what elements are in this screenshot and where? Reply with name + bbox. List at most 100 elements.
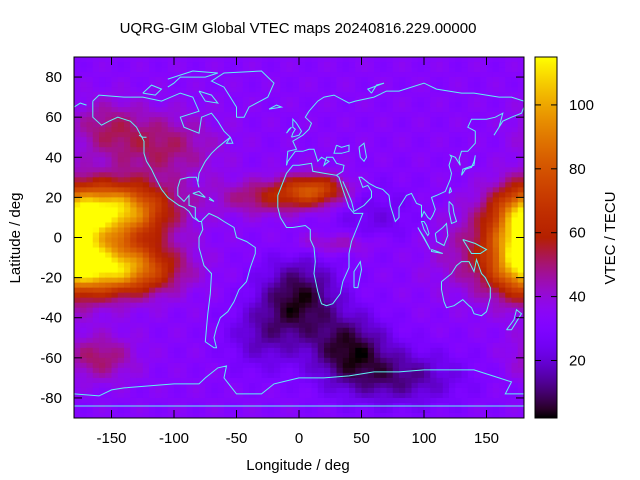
heatmap-cell <box>205 122 213 128</box>
heatmap-cell <box>324 92 331 98</box>
heatmap-cell <box>199 107 206 113</box>
heatmap-cell <box>292 202 300 209</box>
heatmap-cell <box>511 392 519 399</box>
heatmap-cell <box>280 277 288 284</box>
heatmap-cell <box>449 252 456 259</box>
heatmap-cell <box>149 227 156 234</box>
heatmap-cell <box>280 242 288 249</box>
heatmap-cell <box>442 97 450 103</box>
heatmap-cell <box>230 342 238 349</box>
heatmap-cell <box>455 392 463 399</box>
heatmap-cell <box>217 287 225 294</box>
heatmap-cell <box>124 167 131 173</box>
heatmap-cell <box>392 92 400 98</box>
heatmap-cell <box>249 202 256 209</box>
heatmap-cell <box>180 242 188 249</box>
heatmap-cell <box>217 162 225 168</box>
heatmap-cell <box>174 172 181 178</box>
heatmap-cell <box>442 387 450 394</box>
heatmap-cell <box>374 317 381 324</box>
heatmap-cell <box>505 367 513 374</box>
heatmap-cell <box>411 142 419 148</box>
heatmap-cell <box>224 342 231 349</box>
heatmap-cell <box>136 182 144 188</box>
heatmap-cell <box>86 232 94 239</box>
heatmap-cell <box>286 242 294 249</box>
heatmap-cell <box>236 262 244 269</box>
heatmap-cell <box>99 392 106 399</box>
heatmap-cell <box>355 152 363 158</box>
heatmap-cell <box>180 67 188 73</box>
heatmap-cell <box>86 87 94 93</box>
heatmap-cell <box>242 77 250 83</box>
heatmap-cell <box>511 182 519 188</box>
heatmap-cell <box>467 367 475 374</box>
heatmap-cell <box>486 392 494 399</box>
heatmap-cell <box>261 177 269 183</box>
heatmap-cell <box>161 372 169 379</box>
heatmap-cell <box>374 107 381 113</box>
heatmap-cell <box>236 87 244 93</box>
heatmap-cell <box>349 397 356 404</box>
heatmap-cell <box>174 72 181 78</box>
heatmap-cell <box>511 332 519 339</box>
heatmap-cell <box>286 352 294 359</box>
heatmap-cell <box>224 247 231 254</box>
heatmap-cell <box>217 317 225 324</box>
heatmap-cell <box>480 82 488 88</box>
heatmap-cell <box>367 157 375 163</box>
heatmap-cell <box>267 167 275 173</box>
heatmap-cell <box>80 207 88 214</box>
heatmap-cell <box>467 212 475 219</box>
heatmap-cell <box>111 272 119 279</box>
heatmap-cell <box>455 217 463 224</box>
heatmap-cell <box>355 202 363 209</box>
heatmap-cell <box>286 212 294 219</box>
heatmap-cell <box>274 117 281 123</box>
heatmap-cell <box>217 62 225 68</box>
heatmap-cell <box>355 247 363 254</box>
heatmap-cell <box>186 397 194 404</box>
heatmap-cell <box>155 292 163 299</box>
heatmap-cell <box>161 297 169 304</box>
heatmap-cell <box>467 92 475 98</box>
heatmap-cell <box>424 397 431 404</box>
heatmap-cell <box>455 112 463 118</box>
heatmap-cell <box>142 247 150 254</box>
heatmap-cell <box>142 72 150 78</box>
heatmap-cell <box>405 147 413 153</box>
heatmap-cell <box>174 267 181 274</box>
heatmap-cell <box>342 202 350 209</box>
heatmap-cell <box>461 107 469 113</box>
heatmap-cell <box>155 302 163 309</box>
heatmap-cell <box>367 372 375 379</box>
heatmap-cell <box>380 142 388 148</box>
heatmap-cell <box>111 97 119 103</box>
heatmap-cell <box>236 67 244 73</box>
heatmap-cell <box>286 392 294 399</box>
heatmap-cell <box>224 172 231 178</box>
heatmap-cell <box>336 232 344 239</box>
heatmap-cell <box>105 112 113 118</box>
heatmap-cell <box>142 77 150 83</box>
heatmap-cell <box>499 387 506 394</box>
heatmap-cell <box>417 362 425 369</box>
heatmap-cell <box>192 132 200 138</box>
heatmap-cell <box>349 337 356 344</box>
heatmap-cell <box>261 202 269 209</box>
heatmap-cell <box>86 62 94 68</box>
heatmap-cell <box>255 142 263 148</box>
heatmap-cell <box>342 127 350 133</box>
heatmap-cell <box>374 147 381 153</box>
heatmap-cell <box>80 192 88 198</box>
heatmap-cell <box>436 372 444 379</box>
heatmap-cell <box>74 127 81 133</box>
heatmap-cell <box>305 232 313 239</box>
heatmap-cell <box>92 312 100 319</box>
heatmap-cell <box>86 197 94 203</box>
heatmap-cell <box>117 212 125 219</box>
heatmap-cell <box>330 187 338 193</box>
heatmap-cell <box>399 182 406 188</box>
heatmap-cell <box>86 277 94 284</box>
heatmap-cell <box>136 127 144 133</box>
